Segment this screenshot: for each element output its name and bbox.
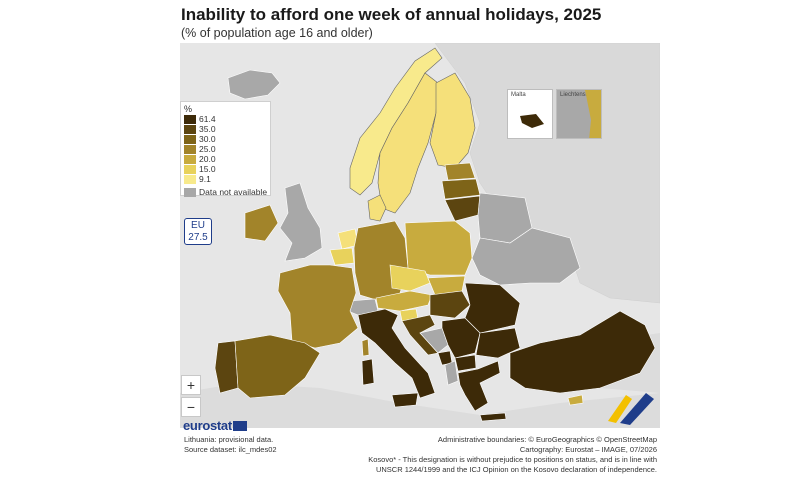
country-iceland: [227, 69, 281, 100]
legend-title: %: [184, 104, 193, 114]
credit-cartography: Cartography: Eurostat – IMAGE, 07/2026: [519, 445, 657, 454]
eu-average-badge: EU 27.5: [184, 218, 212, 245]
legend-swatch: [184, 125, 196, 134]
credit-kosovo-2: UNSCR 1244/1999 and the ICJ Opinion on t…: [375, 465, 657, 474]
inset-liechtenstein-label: Liechtenstein: [560, 92, 596, 98]
legend-swatch: [184, 175, 196, 184]
country-bulgaria: [475, 327, 521, 359]
eu-badge-label: EU: [191, 220, 205, 231]
inset-liechtenstein: Liechtenstein: [556, 89, 602, 139]
credit-boundaries: Administrative boundaries: © EuroGeograp…: [437, 435, 657, 444]
country-estonia: [444, 162, 476, 181]
eu-badge-value: 27.5: [188, 232, 208, 243]
country-lithuania: [444, 195, 481, 222]
country-spain: [234, 334, 321, 399]
legend-label: 15.0: [199, 164, 216, 174]
europe-map[interactable]: [180, 43, 660, 428]
map-subtitle: (% of population age 16 and older): [181, 26, 373, 40]
legend-swatch: [184, 155, 196, 164]
eu-flag-icon: [233, 421, 247, 431]
legend-swatch: [184, 188, 196, 197]
country-portugal: [214, 340, 239, 394]
map-canvas[interactable]: Malta Liechtenstein: [180, 43, 660, 428]
inset-neighbour-austria: [585, 90, 601, 138]
legend-swatch: [184, 165, 196, 174]
country-sardinia: [361, 358, 375, 386]
country-crete: [479, 412, 507, 422]
country-sicily: [391, 392, 419, 408]
map-legend: % 61.4 35.0 30.0 25.0 20.0 15.0 9.1 Data not av…: [180, 101, 271, 197]
country-turkey: [509, 310, 656, 394]
legend-label: 9.1: [199, 174, 211, 184]
note-provisional: Lithuania: provisional data.: [184, 435, 274, 444]
country-austria: [375, 290, 433, 312]
legend-swatch: [184, 115, 196, 124]
country-czechia: [389, 264, 431, 292]
country-uk: [279, 182, 323, 262]
country-corsica: [361, 338, 370, 357]
eurostat-logo: eurostat: [183, 418, 232, 433]
legend-label: 61.4: [199, 114, 216, 124]
country-belgium: [329, 247, 355, 266]
country-cyprus: [567, 394, 584, 406]
country-italy: [357, 308, 436, 399]
country-france: [277, 264, 359, 349]
country-romania: [464, 282, 521, 334]
country-denmark: [367, 194, 387, 222]
map-title: Inability to afford one week of annual h…: [181, 5, 602, 24]
country-albania: [444, 360, 459, 386]
legend-swatch: [184, 145, 196, 154]
country-ukraine: [471, 227, 581, 286]
zoom-out-button[interactable]: −: [181, 397, 201, 417]
country-serbia: [441, 317, 481, 359]
region-north-africa: [180, 383, 660, 428]
country-greece: [457, 360, 501, 412]
country-poland: [404, 220, 473, 276]
legend-label: 20.0: [199, 154, 216, 164]
legend-label: Data not available: [199, 187, 268, 197]
malta-island: [520, 114, 544, 128]
country-north-macedonia: [454, 354, 477, 372]
inset-malta-label: Malta: [511, 92, 526, 98]
legend-label: 35.0: [199, 124, 216, 134]
legend-swatch: [184, 135, 196, 144]
country-finland: [429, 72, 476, 169]
country-hungary: [429, 290, 471, 319]
zoom-in-button[interactable]: +: [181, 375, 201, 395]
note-source: Source dataset: ilc_mdes02: [184, 445, 277, 454]
country-latvia: [441, 178, 481, 200]
credit-kosovo-1: Kosovo* - This designation is without pr…: [368, 455, 657, 464]
legend-label: 30.0: [199, 134, 216, 144]
legend-label: 25.0: [199, 144, 216, 154]
inset-malta: Malta: [507, 89, 553, 139]
country-ireland: [244, 204, 279, 242]
